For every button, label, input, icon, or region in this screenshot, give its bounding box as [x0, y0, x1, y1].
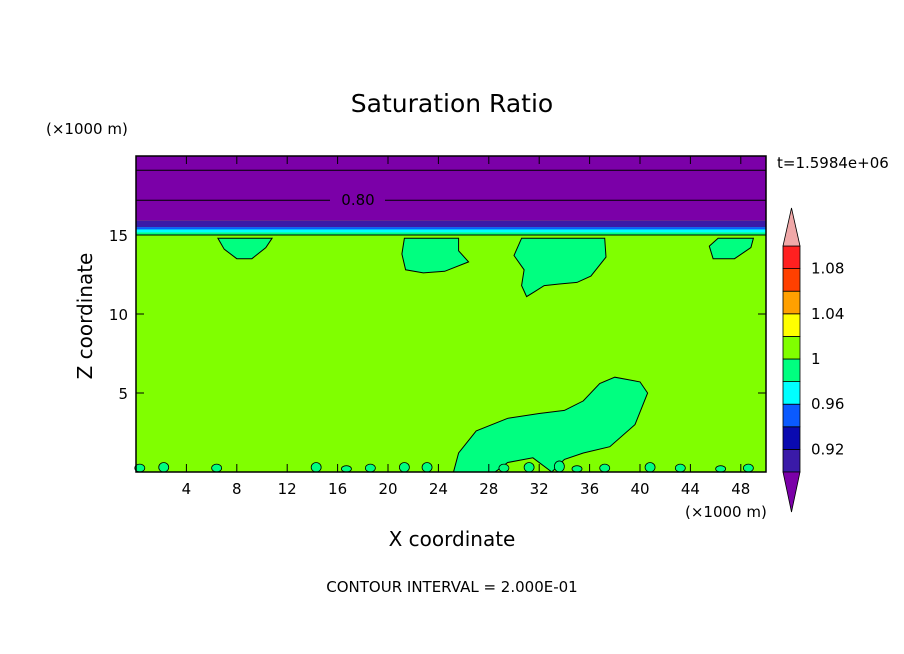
- fill-surface-spot-14: [674, 463, 686, 473]
- chart-title: Saturation Ratio: [351, 89, 553, 118]
- fill-surface-spot-8: [498, 463, 510, 473]
- y-axis-label: Z coordinate: [73, 253, 97, 380]
- fill-upper-patch-3: [513, 237, 607, 298]
- colorbar-swatch-0: [782, 448, 801, 473]
- fill-upper-patch-1: [217, 237, 274, 260]
- colorbar-tick-label: 1: [811, 350, 821, 368]
- contour-fills: [134, 156, 766, 473]
- colorbar-tick-label: 0.96: [811, 395, 844, 413]
- colorbar-swatch-5: [782, 335, 801, 360]
- fill-surface-spot-12: [599, 463, 611, 473]
- x-tick-label: 40: [630, 480, 649, 498]
- fill-band-2: [136, 227, 766, 230]
- colorbar-under-triangle: [782, 471, 801, 513]
- fill-surface-spot-1: [158, 462, 170, 473]
- fill-surface-spot-11: [571, 465, 583, 473]
- colorbar-swatch-3: [782, 381, 801, 405]
- y-axis: 5 10 15: [109, 227, 766, 403]
- colorbar-swatch-6: [782, 313, 801, 337]
- fill-band-1: [136, 220, 766, 228]
- contour-interval-footer: CONTOUR INTERVAL = 2.000E-01: [326, 578, 577, 596]
- fill-surface-spot-5: [364, 463, 376, 473]
- fill-band-4: [136, 232, 766, 235]
- fill-surface-spot-15: [715, 465, 727, 473]
- x-tick-label: 4: [182, 480, 192, 498]
- x-tick-label: 36: [580, 480, 599, 498]
- colorbar-swatch-7: [782, 290, 801, 315]
- x-tick-label: 16: [328, 480, 347, 498]
- x-unit-label: (×1000 m): [685, 503, 767, 521]
- x-tick-label: 48: [731, 480, 750, 498]
- plot-area: 0.80: [134, 155, 767, 473]
- y-tick-label: 5: [118, 385, 128, 403]
- fill-surface-spot-9: [523, 462, 535, 473]
- fill-surface-spot-3: [310, 462, 322, 473]
- contour-lines: 0.80: [136, 169, 766, 236]
- colorbar-swatch-9: [782, 245, 801, 270]
- colorbar-tick-label: 1.04: [811, 305, 844, 323]
- x-axis-label: X coordinate: [389, 527, 516, 551]
- colorbar-tick-label: 0.92: [811, 440, 844, 458]
- fill-surface-spot-13: [644, 462, 656, 473]
- colorbar-swatch-1: [782, 426, 801, 450]
- x-tick-label: 8: [232, 480, 242, 498]
- x-tick-label: 28: [479, 480, 498, 498]
- fill-surface-spot-10: [553, 460, 565, 473]
- colorbar-tick-label: 1.08: [811, 260, 844, 278]
- x-tick-label: 12: [278, 480, 297, 498]
- fill-surface-spot-4: [341, 465, 352, 473]
- y-unit-label: (×1000 m): [46, 120, 128, 138]
- colorbar: 0.92 0.96 1 1.04 1.08: [782, 207, 844, 513]
- x-tick-label: 32: [530, 480, 549, 498]
- x-axis: 4 8 12 16 20 24 28 32 36 40 44 48: [182, 156, 750, 498]
- x-tick-label: 20: [378, 480, 397, 498]
- y-tick-label: 10: [109, 306, 128, 324]
- time-label: t=1.5984e+06: [777, 154, 889, 172]
- colorbar-swatch-8: [782, 268, 801, 292]
- fill-lower-plume: [452, 376, 649, 473]
- fill-band-3: [136, 229, 766, 233]
- fill-surface-spot-6: [398, 462, 410, 473]
- colorbar-over-triangle: [782, 207, 801, 247]
- colorbar-swatch-4: [782, 358, 801, 383]
- fill-surface-spot-7: [421, 462, 433, 473]
- fill-surface-spot-16: [742, 463, 754, 473]
- fill-upper-patch-2: [401, 237, 470, 274]
- y-tick-label: 15: [109, 227, 128, 245]
- colorbar-swatch-2: [782, 403, 801, 428]
- fill-band-0: [136, 156, 766, 221]
- fill-surface-spot-2: [211, 463, 223, 473]
- fill-upper-patch-4: [708, 237, 755, 260]
- contour-line-label: 0.80: [341, 191, 374, 209]
- x-tick-label: 44: [681, 480, 700, 498]
- x-tick-label: 24: [429, 480, 448, 498]
